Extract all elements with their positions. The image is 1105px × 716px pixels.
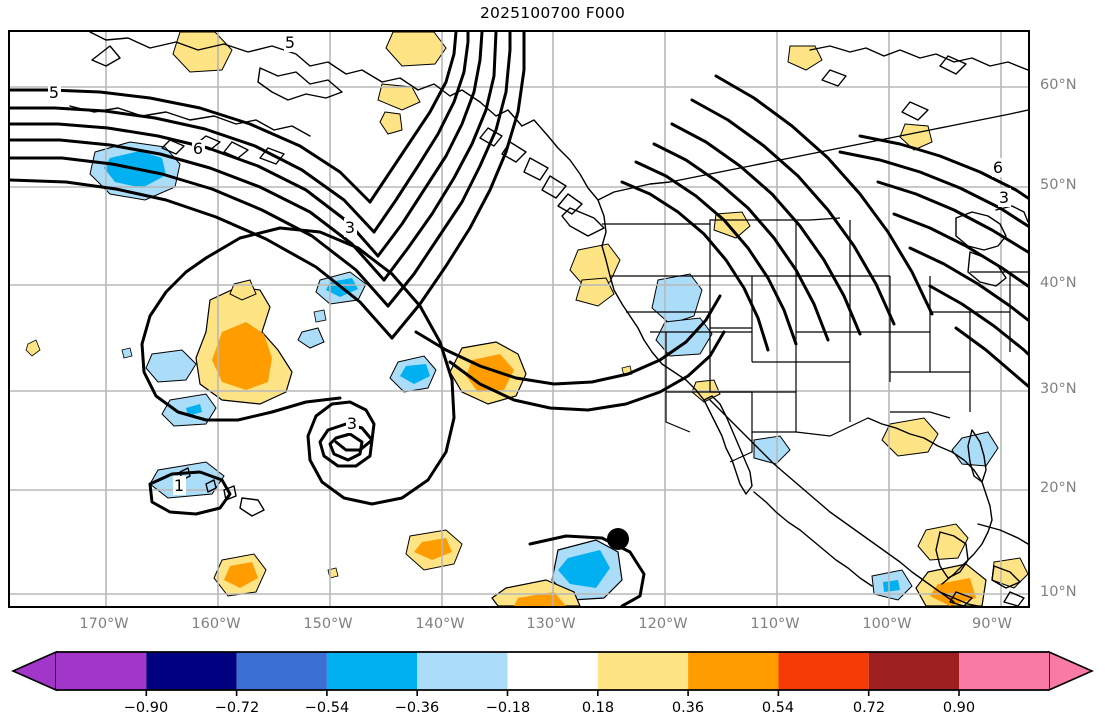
cb-tick-pos054: 0.54 bbox=[761, 700, 795, 716]
cb-band-purple bbox=[56, 652, 147, 690]
lon-tick-160w: 160°W bbox=[191, 616, 241, 632]
state-borders bbox=[602, 217, 1028, 463]
shade-tiny-a bbox=[25, 339, 41, 357]
lon-tick-100w: 100°W bbox=[862, 616, 912, 632]
cb-band-white bbox=[507, 652, 598, 690]
lat-tick-10n: 10°N bbox=[1040, 584, 1077, 600]
shade-carib-neg-core bbox=[883, 580, 900, 592]
contour-labels: 5 6 5 3 3 bbox=[48, 33, 1011, 495]
lat-tick-20n: 20°N bbox=[1040, 480, 1077, 496]
cb-extend-low bbox=[11, 650, 57, 692]
page-title: 2025100700 F000 bbox=[479, 4, 626, 22]
lat-tick-50n: 50°N bbox=[1040, 177, 1077, 193]
cb-tick-pos072: 0.72 bbox=[852, 700, 886, 716]
svg-text:5: 5 bbox=[285, 33, 295, 52]
lon-tick-140w: 140°W bbox=[415, 616, 465, 632]
cb-band-cyan-blue bbox=[326, 652, 418, 690]
contour-label-1-hawaii: 1 bbox=[173, 476, 186, 495]
shade-gulf-neg bbox=[951, 431, 999, 467]
shade-tiny-b bbox=[121, 347, 133, 359]
cb-tick-neg036: −0.36 bbox=[394, 700, 440, 716]
station-marker[interactable] bbox=[607, 528, 629, 550]
contour-label-3-closed: 3 bbox=[346, 414, 359, 433]
cb-band-light-yellow bbox=[597, 652, 689, 690]
shade-pnw-pos-b bbox=[575, 277, 615, 307]
cb-ticks bbox=[145, 690, 960, 696]
shade-140w-neg-core bbox=[400, 364, 430, 384]
cb-band-royal-blue bbox=[236, 652, 327, 690]
lon-tick-120w: 120°W bbox=[638, 616, 688, 632]
cb-extend-high bbox=[1048, 650, 1094, 692]
lat-tick-40n: 40°N bbox=[1040, 275, 1077, 291]
cb-band-orange-red bbox=[778, 652, 869, 690]
shaded-regions bbox=[25, 32, 1028, 606]
lon-tick-90w: 90°W bbox=[971, 616, 1013, 632]
map-axes[interactable]: 5 6 5 3 3 bbox=[8, 30, 1030, 608]
contour-label-5-top: 5 bbox=[284, 33, 297, 52]
svg-text:5: 5 bbox=[49, 83, 59, 102]
shade-nepac-pos-a bbox=[385, 32, 447, 67]
contour-label-5-left: 5 bbox=[48, 83, 61, 102]
contour-label-6-right: 6 bbox=[992, 158, 1005, 177]
svg-text:6: 6 bbox=[193, 139, 203, 158]
map-plot: 5 6 5 3 3 bbox=[10, 32, 1028, 606]
svg-text:6: 6 bbox=[993, 158, 1003, 177]
cb-tick-neg072: −0.72 bbox=[214, 700, 260, 716]
svg-text:1: 1 bbox=[174, 476, 184, 495]
cb-tick-neg090: −0.90 bbox=[123, 700, 169, 716]
shade-pac-pos-lowlat-a-core bbox=[224, 562, 258, 588]
lat-tick-30n: 30°N bbox=[1040, 381, 1077, 397]
gridlines bbox=[10, 32, 1028, 606]
svg-text:3: 3 bbox=[347, 414, 357, 433]
cb-tick-neg018: −0.18 bbox=[485, 700, 531, 716]
lon-tick-110w: 110°W bbox=[750, 616, 800, 632]
shade-tropic-neg-core bbox=[558, 550, 610, 588]
shade-left-neg-a bbox=[145, 349, 197, 383]
lon-tick-130w: 130°W bbox=[526, 616, 576, 632]
cb-tick-pos090: 0.90 bbox=[942, 700, 976, 716]
shade-tiny-c bbox=[313, 309, 327, 323]
cb-band-orange bbox=[688, 652, 779, 690]
contour-label-6-alaska: 6 bbox=[192, 139, 205, 158]
lat-tick-60n: 60°N bbox=[1040, 77, 1077, 93]
cb-tick-pos036: 0.36 bbox=[671, 700, 705, 716]
shade-canada-pos-a bbox=[787, 45, 823, 71]
coastlines bbox=[69, 32, 1028, 606]
cb-band-light-blue bbox=[417, 652, 508, 690]
cb-tick-pos018: 0.18 bbox=[581, 700, 615, 716]
cb-band-navy bbox=[146, 652, 237, 690]
contour-label-3-pacific: 3 bbox=[344, 218, 357, 237]
lon-tick-150w: 150°W bbox=[303, 616, 353, 632]
cb-band-pink bbox=[959, 652, 1049, 690]
contour-lines bbox=[10, 32, 1028, 606]
shade-nepac-pos-c bbox=[379, 111, 403, 135]
contour-label-3-right: 3 bbox=[998, 188, 1011, 207]
cb-band-dark-red bbox=[868, 652, 959, 690]
shade-left-neg-b-core bbox=[186, 404, 202, 416]
lon-tick-170w: 170°W bbox=[79, 616, 129, 632]
shade-central-pac-core bbox=[212, 322, 272, 390]
shade-bering-pos bbox=[172, 32, 233, 73]
cb-tick-neg054: −0.54 bbox=[304, 700, 350, 716]
svg-text:3: 3 bbox=[999, 188, 1009, 207]
shade-baja-neg bbox=[753, 435, 791, 465]
shade-gulf-pos bbox=[881, 417, 939, 457]
colorbar-swatches bbox=[11, 650, 1094, 696]
shade-small-neg-a bbox=[297, 327, 325, 349]
shade-carib-pos-core bbox=[930, 578, 976, 606]
shade-rockies-neg bbox=[651, 273, 703, 325]
colorbar[interactable]: −0.90 −0.72 −0.54 −0.36 −0.18 0.18 0.36 … bbox=[0, 646, 1105, 716]
svg-text:3: 3 bbox=[345, 218, 355, 237]
shade-pnw-pos bbox=[569, 243, 621, 287]
shade-mexico-pos bbox=[917, 523, 969, 561]
